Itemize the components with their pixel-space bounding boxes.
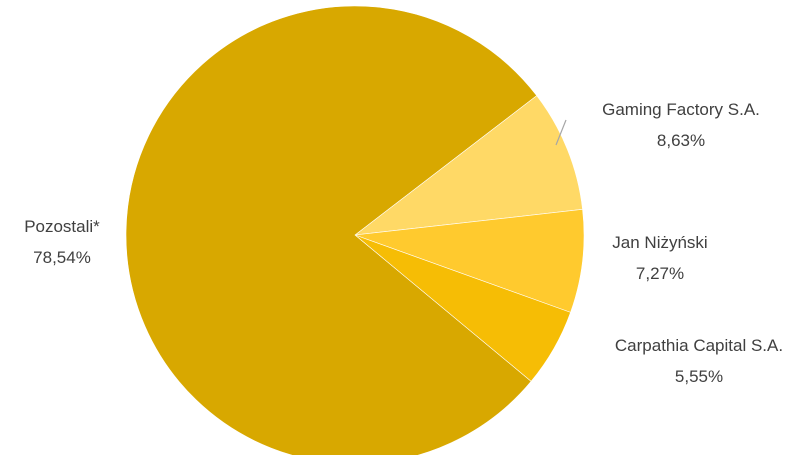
slice-label-pozostali: Pozostali* 78,54% (24, 217, 100, 267)
slice-label-carpathia: Carpathia Capital S.A. 5,55% (615, 336, 783, 386)
pie-slice-jan-nizynski (354, 209, 585, 313)
slice-label-jan-nizynski-value: 7,27% (636, 264, 684, 283)
slice-label-jan-nizynski-name: Jan Niżyński (612, 233, 707, 252)
slice-label-carpathia-value: 5,55% (675, 367, 723, 386)
slice-label-pozostali-value: 78,54% (33, 248, 91, 267)
pie-slice-pozostali (125, 5, 538, 455)
slice-label-gaming-factory-value: 8,63% (657, 131, 705, 150)
pie-slice-gaming-factory-s-a (353, 95, 583, 236)
slice-label-gaming-factory: Gaming Factory S.A. 8,63% (602, 100, 760, 150)
slice-label-carpathia-name: Carpathia Capital S.A. (615, 336, 783, 355)
slice-label-gaming-factory-name: Gaming Factory S.A. (602, 100, 760, 119)
slice-label-jan-nizynski: Jan Niżyński 7,27% (612, 233, 707, 283)
pie-slices (125, 5, 585, 455)
gaming-factory-leader-line (555, 119, 567, 146)
slice-label-pozostali-name: Pozostali* (24, 217, 100, 236)
